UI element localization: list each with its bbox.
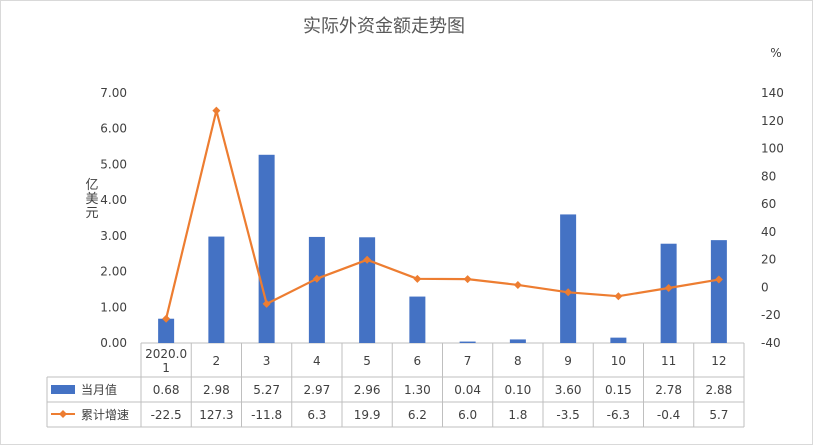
right-tick-label: 0 [761,280,769,294]
line-marker [363,255,372,264]
line-marker [614,292,623,301]
data-label: 5.27 [253,383,280,397]
bar [359,237,376,343]
left-axis-label-char: 元 [85,206,98,221]
category-label: 7 [464,354,472,368]
category-label: 12 [711,354,726,368]
bar [409,296,426,343]
right-tick-label: 80 [761,169,776,183]
left-tick-label: 4.00 [100,193,127,207]
right-tick-label: -40 [761,336,781,350]
line-marker [463,275,472,284]
data-label: -3.5 [556,408,579,422]
data-label: 2.97 [304,383,331,397]
line-marker [312,274,321,283]
category-label: 5 [363,354,371,368]
data-label: 6.0 [458,408,477,422]
category-label: 10 [611,354,626,368]
data-label: -11.8 [251,408,282,422]
line-marker [513,280,522,289]
line-marker [212,106,221,115]
data-label: 0.10 [505,383,532,397]
category-label: 6 [414,354,422,368]
right-tick-label: 20 [761,253,776,267]
data-label: -6.3 [607,408,630,422]
right-tick-label: -20 [761,308,781,322]
left-tick-label: 0.00 [100,336,127,350]
bar [660,243,677,343]
data-label: 0.04 [454,383,481,397]
left-tick-label: 3.00 [100,229,127,243]
bar [158,318,175,343]
category-label: 11 [661,354,676,368]
data-label: 2.98 [203,383,230,397]
left-tick-label: 2.00 [100,265,127,279]
data-label: -0.4 [657,408,680,422]
chart-title: 实际外资金额走势图 [303,16,465,37]
right-tick-label: 100 [761,142,784,156]
data-label: 2.96 [354,383,381,397]
category-label: 1 [162,361,170,375]
data-label: 0.15 [605,383,632,397]
line-marker [262,299,271,308]
left-tick-label: 7.00 [100,86,127,100]
bar [610,337,627,343]
legend-swatch-bar [51,385,75,394]
legend-label-line: 累计增速 [81,408,129,422]
category-label: 2 [213,354,221,368]
bar [560,214,577,343]
data-label: -22.5 [151,408,182,422]
data-label: 1.8 [508,408,527,422]
right-axis-unit: % [770,46,781,60]
line-marker [564,288,573,297]
line-marker [162,314,171,323]
data-label: 6.2 [408,408,427,422]
category-label: 8 [514,354,522,368]
data-label: 2.88 [706,383,733,397]
bar [509,339,526,343]
data-label: 0.68 [153,383,180,397]
line-marker [664,284,673,292]
data-label: 127.3 [199,408,233,422]
line-marker [413,274,422,283]
left-axis-label-char: 美 [85,192,98,207]
bar [208,236,225,343]
line-series [165,109,720,319]
bar [258,154,275,343]
line-marker [714,275,723,284]
legend-swatch-marker [59,410,67,418]
data-label: 3.60 [555,383,582,397]
bar [459,341,476,343]
data-label: 2.78 [655,383,682,397]
left-tick-label: 6.00 [100,122,127,136]
left-tick-label: 5.00 [100,157,127,171]
right-tick-label: 60 [761,197,776,211]
data-label: 5.7 [709,408,728,422]
bar [710,240,727,343]
category-label: 3 [263,354,271,368]
data-label: 19.9 [354,408,381,422]
category-label: 2020.0 [145,347,187,361]
left-tick-label: 1.00 [100,300,127,314]
category-label: 4 [313,354,321,368]
right-tick-label: 40 [761,225,776,239]
right-tick-label: 140 [761,86,784,100]
legend-label-bar: 当月值 [81,382,117,397]
data-label: 1.30 [404,383,431,397]
right-tick-label: 120 [761,114,784,128]
data-label: 6.3 [307,408,326,422]
bar [308,236,325,343]
left-axis-label-char: 亿 [85,178,98,193]
category-label: 9 [564,354,572,368]
